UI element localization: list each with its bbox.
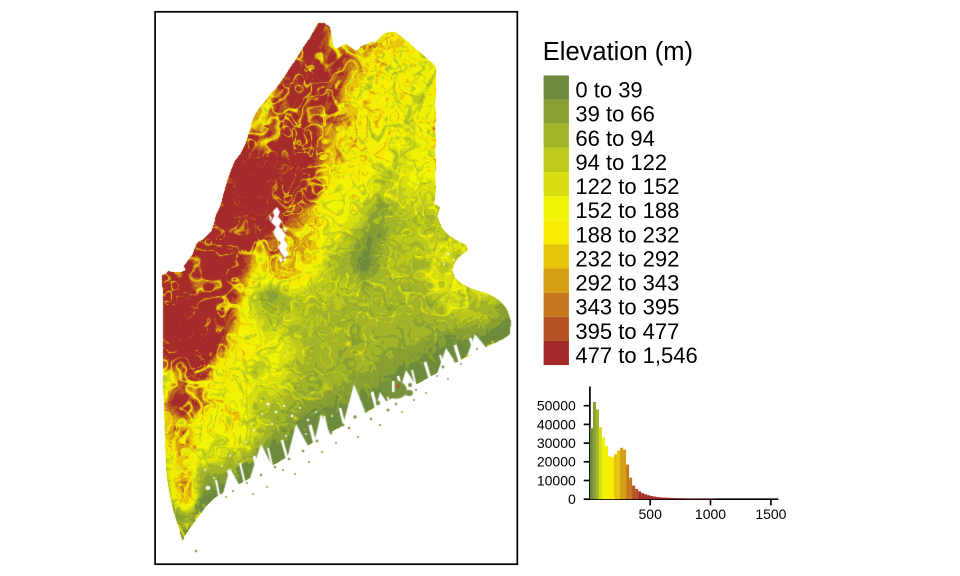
svg-text:477 to 1,546: 477 to 1,546 [575, 343, 697, 368]
svg-text:188 to 232: 188 to 232 [575, 222, 679, 247]
svg-text:30000: 30000 [537, 435, 576, 451]
svg-text:122 to 152: 122 to 152 [575, 174, 679, 199]
svg-text:94 to 122: 94 to 122 [575, 150, 667, 175]
svg-text:232 to 292: 232 to 292 [575, 246, 679, 271]
svg-text:66 to 94: 66 to 94 [575, 126, 655, 151]
svg-text:1500: 1500 [755, 506, 786, 522]
svg-text:39 to 66: 39 to 66 [575, 102, 655, 127]
svg-text:20000: 20000 [537, 454, 576, 470]
svg-text:292 to 343: 292 to 343 [575, 271, 679, 296]
svg-text:152 to 188: 152 to 188 [575, 198, 679, 223]
svg-text:1000: 1000 [695, 506, 726, 522]
svg-text:10000: 10000 [537, 472, 576, 488]
svg-text:0: 0 [568, 491, 576, 507]
svg-text:395 to 477: 395 to 477 [575, 319, 679, 344]
svg-text:40000: 40000 [537, 416, 576, 432]
svg-text:Elevation (m): Elevation (m) [543, 38, 693, 66]
svg-text:50000: 50000 [537, 398, 576, 414]
svg-text:500: 500 [639, 506, 663, 522]
svg-text:0 to 39: 0 to 39 [575, 78, 642, 103]
svg-text:343 to 395: 343 to 395 [575, 295, 679, 320]
